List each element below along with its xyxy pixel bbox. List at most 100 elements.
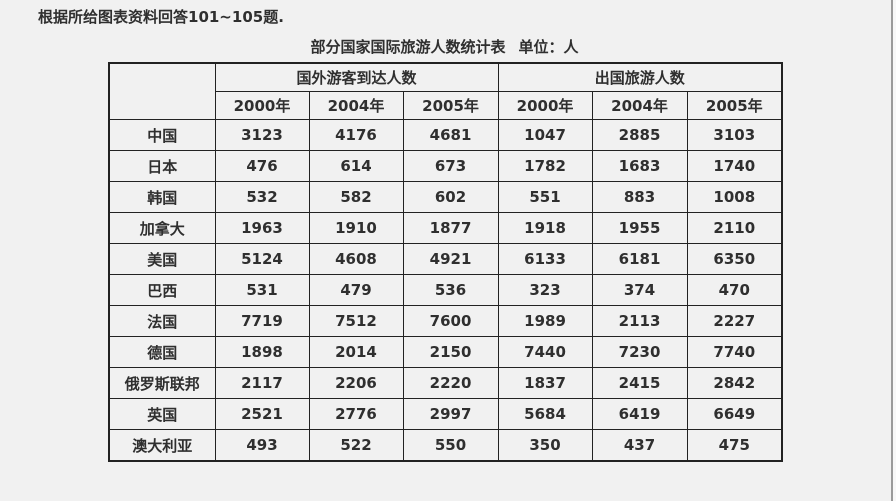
table-row: 韩国 532 582 602 551 883 1008 xyxy=(108,181,783,213)
value-cell: 470 xyxy=(686,274,783,306)
table-row: 美国 5124 4608 4921 6133 6181 6350 xyxy=(108,243,783,275)
year-header: 2004年 xyxy=(591,91,688,120)
value-cell: 2113 xyxy=(591,305,688,337)
table-row: 中国 3123 4176 4681 1047 2885 3103 xyxy=(108,119,783,151)
value-cell: 7512 xyxy=(308,305,404,337)
value-cell: 2776 xyxy=(308,398,404,430)
value-cell: 1963 xyxy=(214,212,310,244)
value-cell: 2014 xyxy=(308,336,404,368)
value-cell: 1918 xyxy=(497,212,593,244)
table-unit: 单位：人 xyxy=(518,38,579,56)
value-cell: 1910 xyxy=(308,212,404,244)
value-cell: 4921 xyxy=(402,243,499,275)
value-cell: 475 xyxy=(686,429,783,462)
value-cell: 2842 xyxy=(686,367,783,399)
value-cell: 7740 xyxy=(686,336,783,368)
country-cell: 巴西 xyxy=(108,274,216,306)
country-cell: 加拿大 xyxy=(108,212,216,244)
value-cell: 1898 xyxy=(214,336,310,368)
value-cell: 2521 xyxy=(214,398,310,430)
group-header-arrivals: 国外游客到达人数 xyxy=(214,62,499,92)
value-cell: 6649 xyxy=(686,398,783,430)
value-cell: 4176 xyxy=(308,119,404,151)
value-cell: 602 xyxy=(402,181,499,213)
value-cell: 6350 xyxy=(686,243,783,275)
year-header: 2000年 xyxy=(497,91,593,120)
value-cell: 2227 xyxy=(686,305,783,337)
year-header: 2000年 xyxy=(214,91,310,120)
value-cell: 536 xyxy=(402,274,499,306)
country-cell: 澳大利亚 xyxy=(108,429,216,462)
value-cell: 1782 xyxy=(497,150,593,182)
value-cell: 350 xyxy=(497,429,593,462)
value-cell: 4608 xyxy=(308,243,404,275)
country-cell: 俄罗斯联邦 xyxy=(108,367,216,399)
value-cell: 531 xyxy=(214,274,310,306)
value-cell: 522 xyxy=(308,429,404,462)
table-row: 巴西 531 479 536 323 374 470 xyxy=(108,274,783,306)
value-cell: 2150 xyxy=(402,336,499,368)
value-cell: 1740 xyxy=(686,150,783,182)
table-corner-cell xyxy=(108,62,216,120)
country-cell: 英国 xyxy=(108,398,216,430)
value-cell: 5684 xyxy=(497,398,593,430)
value-cell: 6133 xyxy=(497,243,593,275)
value-cell: 437 xyxy=(591,429,688,462)
value-cell: 3123 xyxy=(214,119,310,151)
value-cell: 1683 xyxy=(591,150,688,182)
value-cell: 476 xyxy=(214,150,310,182)
scrollbar-edge[interactable] xyxy=(891,0,896,501)
country-cell: 日本 xyxy=(108,150,216,182)
country-cell: 美国 xyxy=(108,243,216,275)
value-cell: 1877 xyxy=(402,212,499,244)
year-header: 2005年 xyxy=(686,91,783,120)
country-cell: 中国 xyxy=(108,119,216,151)
table-row: 加拿大 1963 1910 1877 1918 1955 2110 xyxy=(108,212,783,244)
year-header: 2004年 xyxy=(308,91,404,120)
value-cell: 6181 xyxy=(591,243,688,275)
value-cell: 2220 xyxy=(402,367,499,399)
table-row: 澳大利亚 493 522 550 350 437 475 xyxy=(108,429,783,462)
value-cell: 4681 xyxy=(402,119,499,151)
value-cell: 493 xyxy=(214,429,310,462)
country-cell: 德国 xyxy=(108,336,216,368)
table-row: 俄罗斯联邦 2117 2206 2220 1837 2415 2842 xyxy=(108,367,783,399)
country-cell: 法国 xyxy=(108,305,216,337)
year-header: 2005年 xyxy=(402,91,499,120)
value-cell: 2110 xyxy=(686,212,783,244)
value-cell: 1837 xyxy=(497,367,593,399)
stats-table: 国外游客到达人数 出国旅游人数 2000年 2004年 2005年 2000年 … xyxy=(108,62,784,462)
value-cell: 1008 xyxy=(686,181,783,213)
value-cell: 1047 xyxy=(497,119,593,151)
table-row: 英国 2521 2776 2997 5684 6419 6649 xyxy=(108,398,783,430)
group-header-row: 国外游客到达人数 出国旅游人数 xyxy=(108,62,783,120)
table-header: 国外游客到达人数 出国旅游人数 2000年 2004年 2005年 2000年 … xyxy=(108,62,783,120)
value-cell: 2997 xyxy=(402,398,499,430)
value-cell: 2206 xyxy=(308,367,404,399)
value-cell: 2885 xyxy=(591,119,688,151)
country-cell: 韩国 xyxy=(108,181,216,213)
value-cell: 7230 xyxy=(591,336,688,368)
value-cell: 323 xyxy=(497,274,593,306)
value-cell: 374 xyxy=(591,274,688,306)
value-cell: 479 xyxy=(308,274,404,306)
value-cell: 673 xyxy=(402,150,499,182)
value-cell: 551 xyxy=(497,181,593,213)
value-cell: 550 xyxy=(402,429,499,462)
table-row: 德国 1898 2014 2150 7440 7230 7740 xyxy=(108,336,783,368)
value-cell: 1955 xyxy=(591,212,688,244)
instruction-text: 根据所给图表资料回答101~105题. xyxy=(38,8,284,26)
value-cell: 6419 xyxy=(591,398,688,430)
value-cell: 1989 xyxy=(497,305,593,337)
table-row: 法国 7719 7512 7600 1989 2113 2227 xyxy=(108,305,783,337)
year-header-row: 2000年 2004年 2005年 2000年 2004年 2005年 xyxy=(109,91,783,120)
value-cell: 7719 xyxy=(214,305,310,337)
value-cell: 5124 xyxy=(214,243,310,275)
value-cell: 7440 xyxy=(497,336,593,368)
value-cell: 2415 xyxy=(591,367,688,399)
table-caption: 部分国家国际旅游人数统计表 单位：人 xyxy=(108,36,781,57)
value-cell: 532 xyxy=(214,181,310,213)
value-cell: 582 xyxy=(308,181,404,213)
value-cell: 7600 xyxy=(402,305,499,337)
value-cell: 614 xyxy=(308,150,404,182)
